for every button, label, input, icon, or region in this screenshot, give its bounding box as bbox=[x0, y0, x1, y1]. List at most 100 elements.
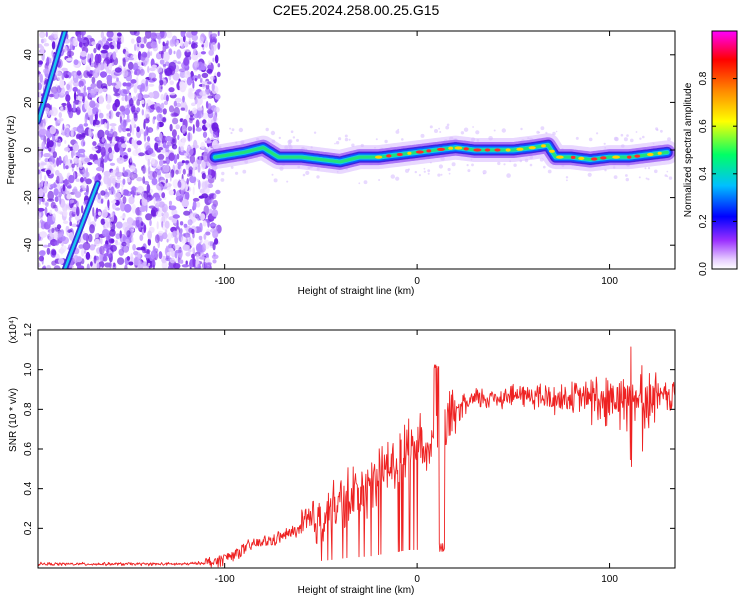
noise-speckle bbox=[194, 60, 200, 68]
noise-speckle bbox=[172, 214, 180, 219]
noise-speckle bbox=[206, 68, 213, 74]
noise-speckle bbox=[94, 233, 99, 239]
noise-speckle bbox=[49, 209, 53, 215]
faint-dot bbox=[448, 172, 451, 175]
noise-speckle bbox=[114, 207, 121, 211]
faint-dot bbox=[375, 138, 378, 141]
noise-speckle bbox=[39, 128, 47, 136]
noise-speckle bbox=[100, 49, 108, 54]
noise-speckle bbox=[95, 102, 100, 108]
noise-speckle bbox=[56, 175, 60, 184]
noise-speckle bbox=[158, 38, 161, 44]
ridge-peak bbox=[516, 147, 524, 151]
noise-speckle bbox=[163, 164, 170, 173]
noise-speckle bbox=[106, 222, 113, 228]
noise-speckle bbox=[144, 180, 150, 185]
faint-dot bbox=[423, 167, 426, 170]
noise-speckle bbox=[97, 211, 102, 216]
faint-dot bbox=[292, 136, 296, 139]
noise-speckle bbox=[205, 231, 211, 236]
faint-dot bbox=[334, 142, 336, 145]
noise-speckle bbox=[81, 39, 87, 44]
faint-dot bbox=[625, 174, 628, 177]
noise-speckle bbox=[122, 221, 130, 231]
faint-dot bbox=[278, 136, 281, 140]
noise-speckle bbox=[172, 179, 179, 189]
noise-speckle bbox=[97, 174, 102, 181]
noise-speckle bbox=[45, 115, 48, 124]
faint-dot bbox=[630, 138, 634, 143]
diagonal-trace-core bbox=[38, 31, 67, 123]
snr-line bbox=[38, 346, 675, 568]
noise-speckle bbox=[92, 207, 95, 217]
noise-speckle bbox=[147, 238, 151, 246]
noise-speckle bbox=[89, 224, 95, 234]
noise-speckle bbox=[38, 212, 42, 218]
noise-speckle bbox=[179, 37, 184, 47]
noise-speckle bbox=[75, 178, 80, 182]
noise-speckle bbox=[126, 230, 131, 238]
ridge-peak bbox=[578, 156, 585, 160]
noise-speckle bbox=[114, 80, 122, 89]
noise-speckle bbox=[193, 48, 198, 56]
noise-speckle bbox=[212, 57, 215, 62]
noise-speckle bbox=[161, 221, 164, 228]
noise-speckle bbox=[192, 186, 195, 195]
noise-speckle bbox=[84, 192, 89, 196]
faint-dot bbox=[647, 167, 651, 170]
noise-speckle bbox=[181, 264, 190, 268]
noise-speckle bbox=[94, 146, 102, 149]
faint-dot bbox=[638, 176, 641, 179]
noise-speckle bbox=[63, 155, 68, 165]
noise-speckle bbox=[64, 127, 71, 138]
noise-speckle bbox=[136, 46, 140, 52]
noise-speckle bbox=[180, 31, 186, 38]
noise-speckle bbox=[201, 80, 206, 90]
noise-speckle bbox=[157, 147, 163, 151]
noise-speckle bbox=[98, 112, 104, 119]
noise-speckle bbox=[108, 69, 112, 75]
faint-dot bbox=[395, 176, 400, 181]
noise-speckle bbox=[110, 244, 117, 252]
noise-speckle bbox=[94, 53, 100, 64]
noise-speckle bbox=[83, 70, 90, 78]
noise-speckle bbox=[167, 232, 172, 242]
noise-speckle bbox=[143, 224, 147, 233]
noise-speckle bbox=[164, 61, 170, 67]
noise-speckle bbox=[157, 121, 160, 130]
noise-speckle bbox=[140, 37, 144, 43]
faint-dot bbox=[221, 171, 225, 176]
noise-speckle bbox=[216, 71, 221, 78]
noise-speckle bbox=[87, 215, 91, 226]
noise-speckle bbox=[91, 76, 96, 84]
noise-speckle bbox=[189, 266, 192, 269]
noise-speckle bbox=[197, 263, 201, 269]
noise-speckle bbox=[90, 89, 97, 95]
noise-speckle bbox=[72, 127, 79, 132]
noise-speckle bbox=[148, 72, 152, 80]
noise-speckle bbox=[48, 242, 51, 248]
noise-speckle bbox=[61, 102, 67, 107]
noise-speckle bbox=[97, 193, 101, 200]
noise-speckle bbox=[144, 253, 151, 259]
noise-speckle bbox=[64, 140, 67, 144]
faint-dot bbox=[603, 142, 606, 145]
noise-speckle bbox=[203, 205, 210, 216]
x-tick-label: 100 bbox=[601, 276, 618, 287]
noise-speckle bbox=[211, 203, 217, 210]
noise-speckle bbox=[88, 233, 93, 243]
noise-speckle bbox=[130, 252, 134, 261]
noise-speckle bbox=[119, 230, 122, 239]
noise-speckle bbox=[214, 106, 220, 113]
noise-speckle bbox=[203, 233, 207, 240]
noise-speckle bbox=[204, 140, 212, 144]
noise-speckle bbox=[113, 92, 120, 97]
ridge-peak bbox=[612, 155, 620, 159]
noise-speckle bbox=[191, 43, 198, 49]
noise-speckle bbox=[59, 79, 65, 89]
noise-speckle bbox=[172, 230, 178, 238]
faint-dot bbox=[378, 179, 381, 181]
noise-speckle bbox=[151, 77, 157, 82]
noise-speckle bbox=[65, 94, 71, 102]
